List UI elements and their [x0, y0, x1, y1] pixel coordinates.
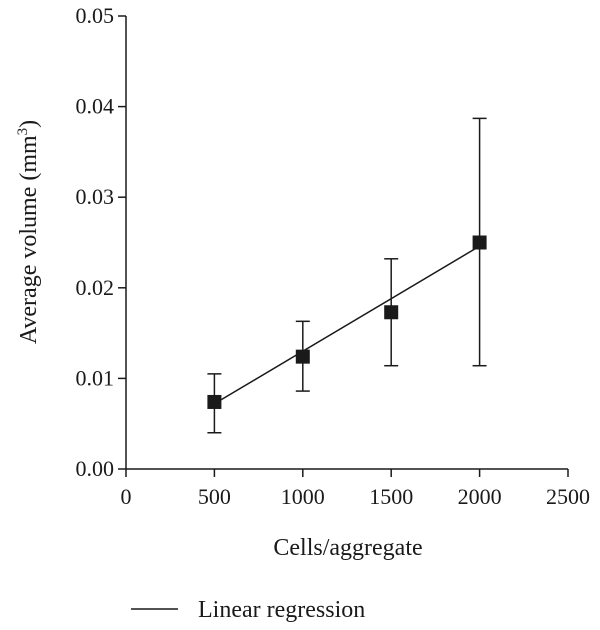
y-axis-title-superscript: 3 [15, 128, 31, 136]
x-tick-label: 1000 [281, 484, 325, 509]
y-axis-title-close: ) [16, 120, 42, 128]
data-point-marker [384, 305, 399, 320]
x-tick-label: 2000 [458, 484, 502, 509]
y-tick-label: 0.02 [76, 275, 115, 300]
regression-line [214, 245, 480, 405]
y-ticks: 0.00 0.01 0.02 0.03 0.04 0.05 [76, 3, 126, 481]
data-markers [207, 235, 487, 409]
x-tick-label: 2500 [546, 484, 590, 509]
x-tick-label: 0 [121, 484, 132, 509]
legend: Linear regression [131, 597, 365, 623]
y-tick-label: 0.01 [76, 365, 115, 390]
y-axis-title-main: Average volume (mm [16, 135, 42, 344]
y-tick-label: 0.04 [76, 94, 115, 119]
y-tick-label: 0.03 [76, 184, 115, 209]
x-tick-label: 1500 [369, 484, 413, 509]
legend-label: Linear regression [198, 597, 365, 623]
x-tick-label: 500 [198, 484, 231, 509]
y-tick-label: 0.00 [76, 456, 115, 481]
x-axis-title: Cells/aggregate [273, 535, 422, 561]
x-ticks: 0 500 1000 1500 2000 2500 [121, 469, 590, 509]
regression [214, 245, 480, 405]
data-point-marker [472, 235, 487, 250]
y-axis-title: Average volume (mm3) [15, 120, 42, 344]
axes [125, 16, 568, 470]
error-bars [207, 117, 487, 434]
data-point-marker [207, 394, 222, 409]
data-point-marker [295, 349, 310, 364]
y-tick-label: 0.05 [76, 3, 115, 28]
